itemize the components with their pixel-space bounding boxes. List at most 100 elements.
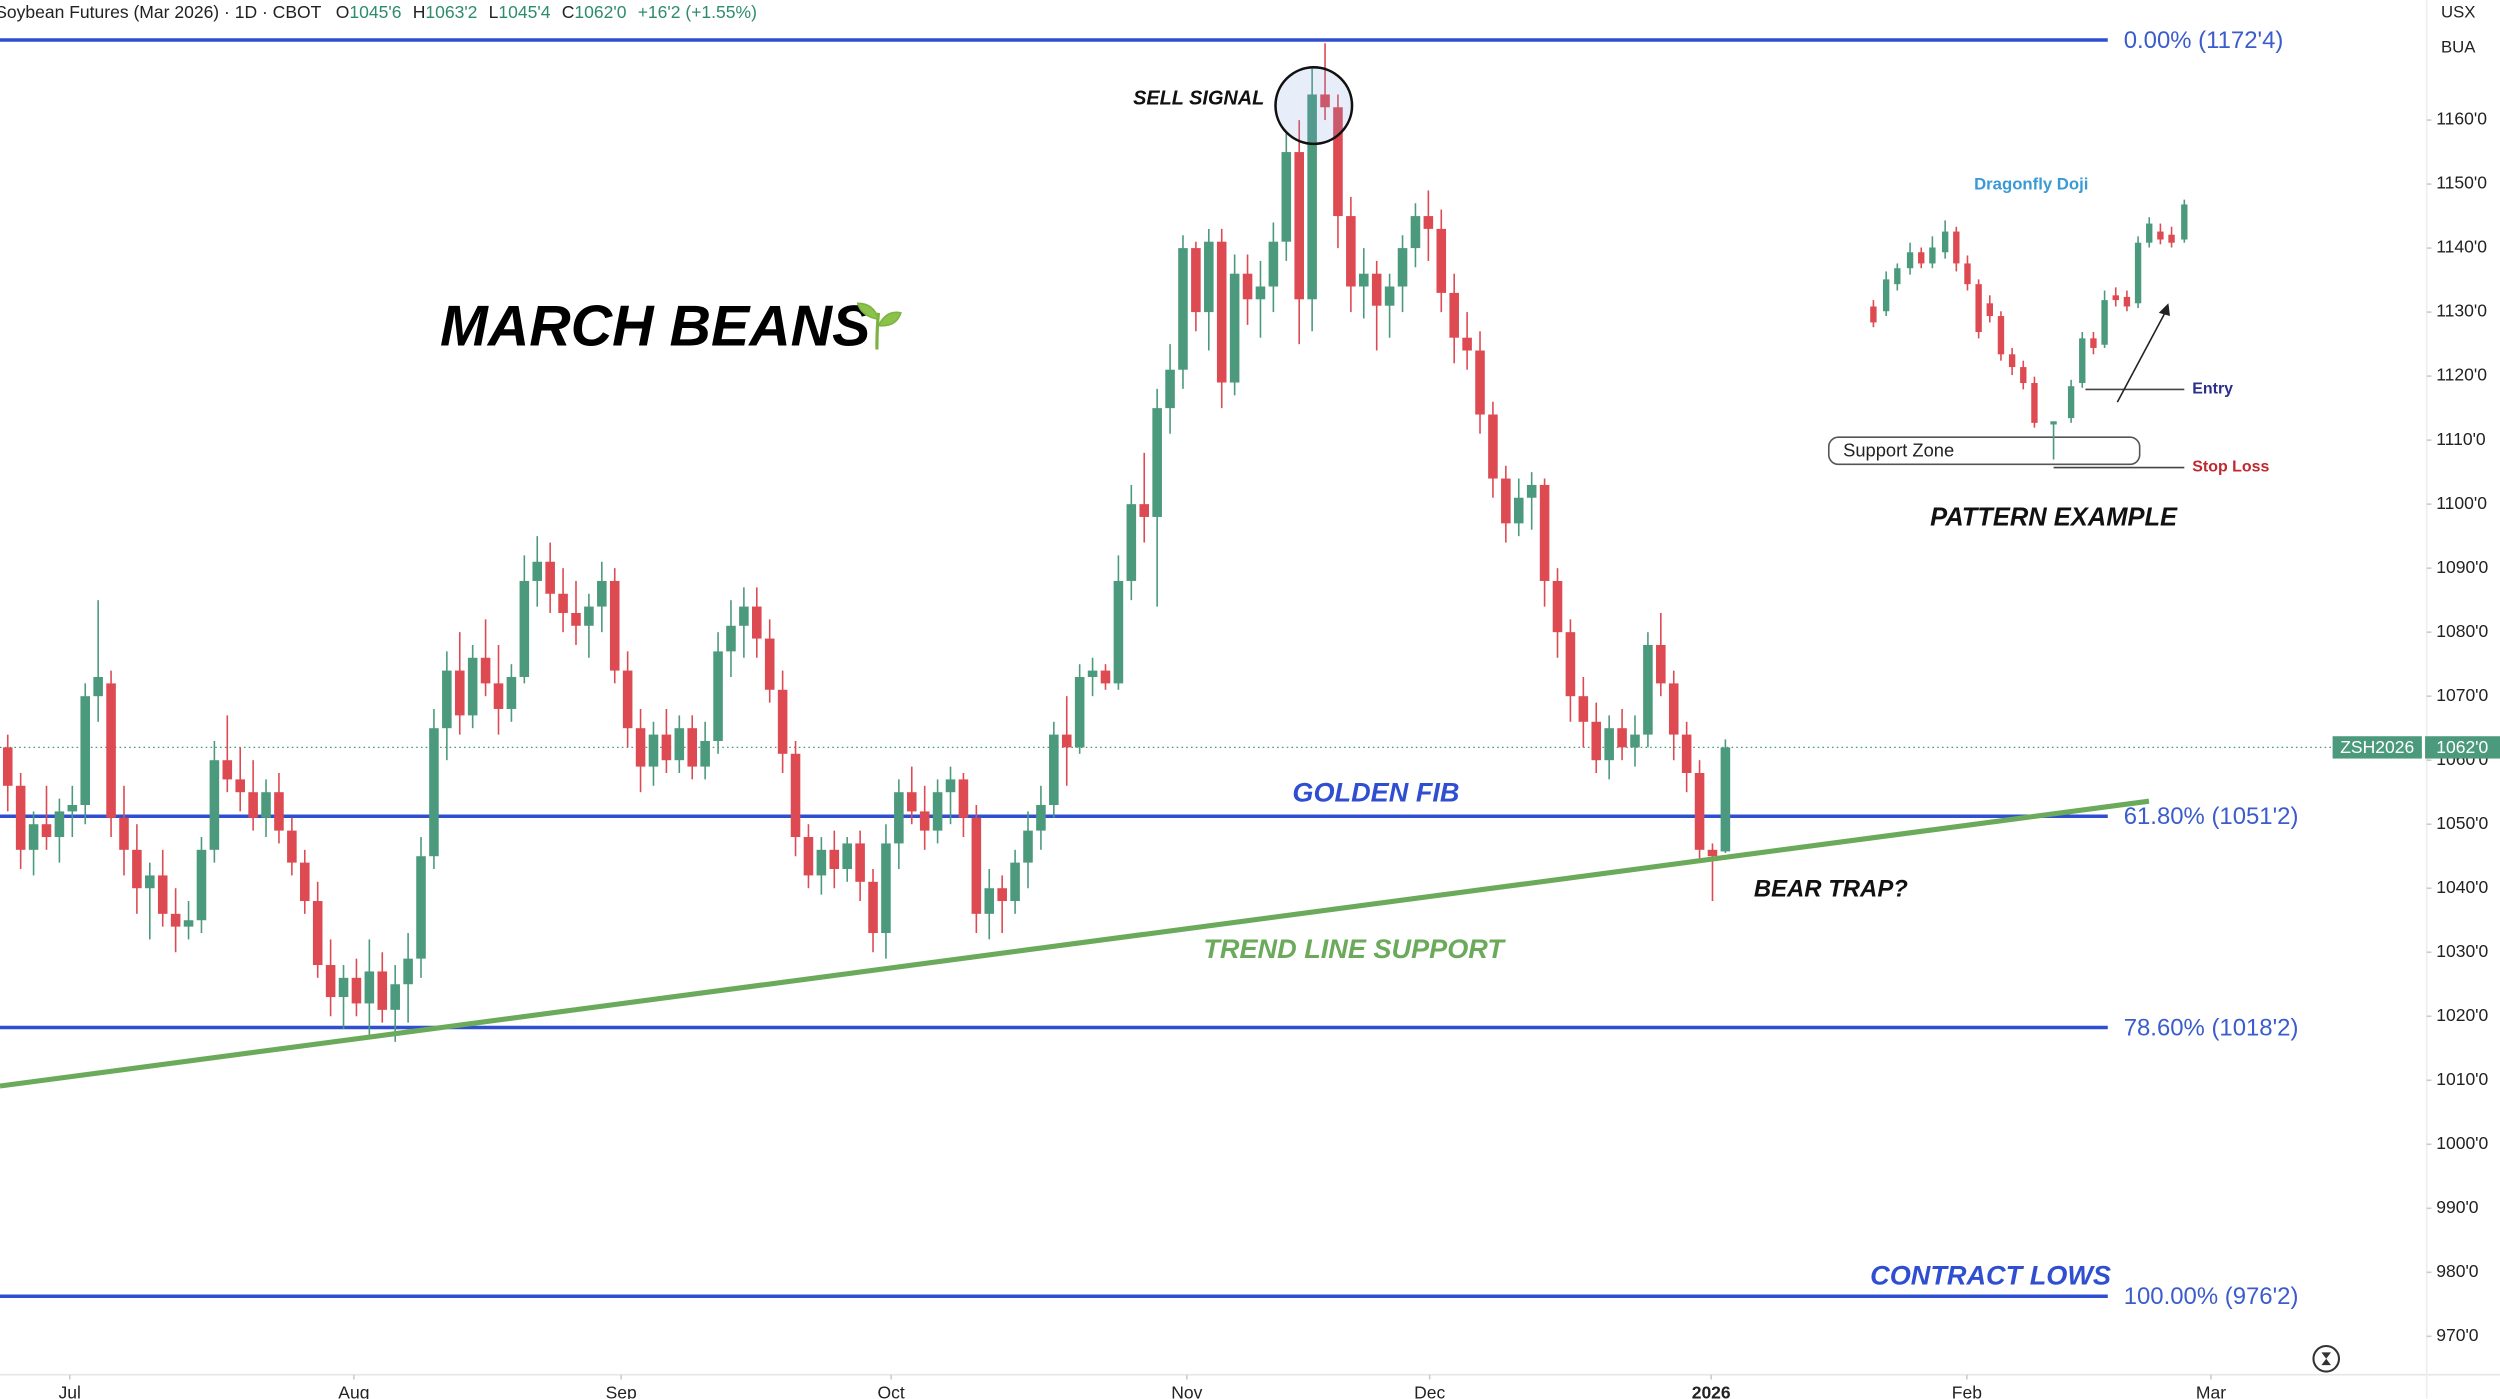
sprout-icon xyxy=(856,302,902,350)
fib-label: 100.00% (976'2) xyxy=(2124,1283,2299,1310)
inset-label: Entry xyxy=(2192,381,2233,398)
candle-body xyxy=(1294,152,1304,300)
candle-body xyxy=(1617,728,1627,748)
candle-body xyxy=(919,811,930,831)
replay-icon[interactable] xyxy=(2312,1344,2341,1373)
candle-body xyxy=(1152,408,1162,517)
y-tick-label: 1050'0 xyxy=(2436,813,2488,833)
candle-body xyxy=(1643,644,1653,735)
candle-body xyxy=(1488,414,1498,479)
candle-body xyxy=(1539,484,1550,581)
ohlc-value: 1045'6 xyxy=(349,2,401,22)
candle-body xyxy=(1707,849,1718,857)
candle-body xyxy=(1100,670,1111,684)
candle-body xyxy=(1694,772,1705,850)
candle-body xyxy=(1229,273,1240,383)
candle-body xyxy=(739,606,749,626)
candle-body xyxy=(1630,734,1640,748)
candle-body xyxy=(958,779,969,818)
candle-body xyxy=(1204,241,1214,313)
fib-label: 61.80% (1051'2) xyxy=(2124,803,2299,830)
symbol: Soybean Futures (Mar 2026) · 1D · CBOT xyxy=(0,2,322,22)
candle-body xyxy=(1061,734,1072,748)
candle-body xyxy=(661,734,672,761)
y-tick-label: 1000'0 xyxy=(2436,1133,2488,1153)
candle-body xyxy=(1604,728,1614,761)
y-tick-label: 1010'0 xyxy=(2436,1069,2488,1089)
candle-body xyxy=(906,792,917,812)
candle-body xyxy=(287,830,297,863)
plot: 970'0 980'0 990'0 1000'0 1010'0 1020'0 1030'0 1… xyxy=(0,27,2489,1399)
candle-body xyxy=(971,817,982,914)
candle-body xyxy=(700,740,710,767)
change: +16'2 (+1.55%) xyxy=(638,2,757,22)
candle-body xyxy=(1178,248,1188,370)
candle-body xyxy=(41,824,52,838)
candle-body xyxy=(222,760,233,780)
annotation: GOLDEN FIB xyxy=(1292,777,1459,808)
candle-body xyxy=(1371,273,1382,306)
x-tick-label: Sep xyxy=(606,1382,637,1399)
price-tag xyxy=(2332,736,2422,759)
trend-line xyxy=(0,798,2150,1089)
candle-body xyxy=(1126,504,1137,581)
candle-body xyxy=(1333,107,1343,217)
candle-body xyxy=(93,676,103,697)
candle-body xyxy=(235,779,245,793)
candle-body xyxy=(429,728,439,857)
candle-body xyxy=(648,734,659,767)
candle-body xyxy=(597,580,607,607)
candle-body xyxy=(945,779,956,793)
candle-body xyxy=(1462,337,1472,351)
candle-body xyxy=(1513,497,1524,524)
annotation: CONTRACT LOWS xyxy=(1870,1260,2111,1291)
candle-body xyxy=(1436,228,1447,293)
ohlc-key: L xyxy=(489,2,499,22)
y-tick-label: 1030'0 xyxy=(2436,941,2488,961)
candle-body xyxy=(54,811,65,838)
candle-body xyxy=(261,792,271,818)
candle-body xyxy=(106,683,116,818)
candle-body xyxy=(196,849,207,921)
y-tick-label: 1110'0 xyxy=(2436,429,2486,449)
candle-body xyxy=(67,805,78,812)
candle-body xyxy=(1656,644,1666,684)
candle-body xyxy=(1049,734,1059,806)
x-tick-label: Mar xyxy=(2196,1382,2226,1399)
candle-body xyxy=(1668,683,1679,735)
candle-body xyxy=(1720,747,1731,852)
candle-body xyxy=(752,606,762,639)
y-tick-label: 1150'0 xyxy=(2436,173,2487,193)
price-tag-symbol: ZSH2026 xyxy=(2340,737,2414,757)
ohlc-value: 1045'4 xyxy=(498,2,550,22)
candle-body xyxy=(390,984,400,1010)
fib-label: 78.60% (1018'2) xyxy=(2124,1014,2299,1041)
inset-title: PATTERN EXAMPLE xyxy=(1930,503,2178,531)
candle-body xyxy=(1320,94,1330,108)
candle-body xyxy=(351,977,362,1004)
y-tick-label: 970'0 xyxy=(2436,1325,2479,1345)
candle-body xyxy=(325,965,336,998)
y-tick-label: 1080'0 xyxy=(2436,621,2488,641)
candle-body xyxy=(674,728,685,761)
candle-body xyxy=(1501,478,1511,524)
candle-body xyxy=(209,760,220,850)
candle-body xyxy=(1307,94,1317,300)
arrow-head xyxy=(2158,303,2170,317)
candle-body xyxy=(1475,350,1485,415)
candle-body xyxy=(1255,286,1266,300)
candle-body xyxy=(1139,504,1150,517)
candle-body xyxy=(132,849,142,889)
annotation: SELL SIGNAL xyxy=(1133,87,1264,109)
candle-body xyxy=(894,792,904,844)
candle-body xyxy=(1346,216,1356,287)
candle-body xyxy=(764,638,775,690)
candle-body xyxy=(1397,248,1408,287)
candle-body xyxy=(1191,248,1201,313)
y-tick-label: 1130'0 xyxy=(2436,301,2487,321)
candle-body xyxy=(519,580,530,677)
candle-body xyxy=(2,747,13,786)
candle-body xyxy=(803,837,814,876)
candle-body xyxy=(248,792,258,818)
candle-body xyxy=(609,580,620,671)
